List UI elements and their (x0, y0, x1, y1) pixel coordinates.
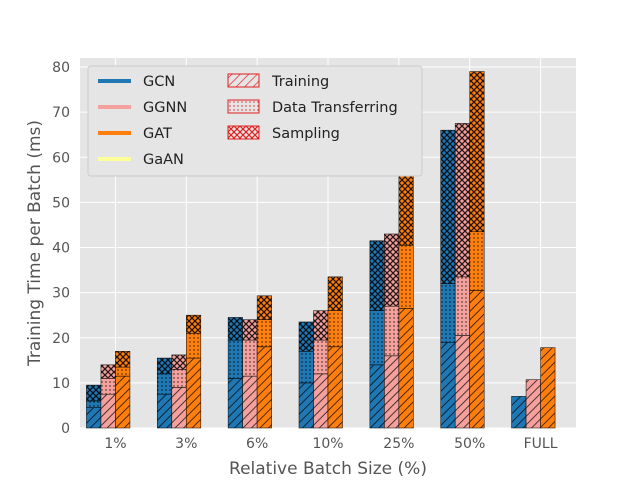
bar-segment-ggnn-sampling (100, 364, 116, 379)
legend: GCN GGNN GAT GaAN Training Data Transfer… (87, 65, 423, 177)
bar-segment-gcn-transferring (156, 373, 173, 395)
y-tick-label: 80 (52, 60, 70, 76)
bar-segment-gcn-training (298, 382, 314, 429)
bar-segment-gat-training (540, 347, 556, 429)
bar-segment-gcn-sampling (298, 321, 314, 352)
bar-segment-ggnn-training (171, 387, 187, 429)
y-tick-label: 20 (52, 331, 70, 347)
bar-segment-ggnn-training (100, 393, 116, 429)
bar-segment-gcn-training (369, 364, 385, 429)
legend-label-data-transferring: Data Transferring (272, 100, 398, 116)
bar-segment-gat-training (469, 290, 485, 429)
bar-segment-gat-sampling (327, 276, 343, 311)
bar-segment-gcn-sampling (440, 129, 456, 284)
legend-label-gcn: GCN (143, 74, 175, 90)
bar-segment-ggnn-transferring (384, 305, 400, 357)
bar-segment-ggnn-transferring (313, 339, 329, 375)
bar-segment-gat-transferring (185, 332, 202, 359)
bar-segment-ggnn-sampling (313, 310, 329, 341)
bar-segment-gcn-training (156, 393, 173, 429)
y-tick-label: 0 (61, 421, 70, 437)
bar-segment-gat-sampling (256, 295, 272, 321)
bar-segment-gat-sampling (185, 314, 202, 334)
bar-segment-ggnn-training (384, 355, 400, 429)
y-axis-label: Training Time per Batch (ms) (25, 120, 45, 367)
bar-segment-gcn-training (511, 396, 527, 429)
bar-segment-gcn-transferring (86, 400, 102, 408)
y-tick-label: 60 (52, 150, 70, 166)
legend-label-sampling: Sampling (272, 126, 340, 142)
x-tick-labels: 1% 3% 6% 10% 25% 50% FULL (104, 436, 557, 452)
bar-segment-gat-training (398, 308, 414, 429)
legend-swatch-training (227, 73, 260, 88)
bar-segment-gcn-sampling (156, 357, 173, 375)
legend-label-gat: GAT (143, 126, 172, 142)
bar-segment-gcn-transferring (440, 283, 456, 343)
bar-segment-gat-training (327, 346, 343, 429)
legend-box (87, 65, 423, 177)
y-tick-labels: 0 10 20 30 40 50 60 70 80 (52, 60, 70, 437)
x-tick-label: 3% (175, 436, 197, 452)
bar-segment-gat-training (256, 346, 272, 429)
y-tick-label: 40 (52, 241, 70, 257)
bar-segment-gcn-sampling (227, 317, 243, 341)
bar-segment-gcn-transferring (227, 339, 243, 379)
bar-segment-gat-transferring (256, 319, 272, 348)
bar-segment-ggnn-sampling (171, 354, 187, 370)
bar-segment-gat-transferring (327, 310, 343, 348)
legend-swatch-sampling (227, 125, 260, 140)
bar-segment-ggnn-training (454, 335, 471, 429)
y-tick-label: 30 (52, 286, 70, 302)
legend-label-ggnn: GGNN (143, 100, 187, 116)
bar-segment-ggnn-sampling (454, 123, 471, 278)
bar-segment-gat-training (185, 357, 202, 429)
y-tick-label: 50 (52, 195, 70, 211)
bar-segment-ggnn-transferring (100, 378, 116, 395)
bar-segment-gat-sampling (115, 350, 131, 368)
bar-segment-gcn-training (227, 378, 243, 429)
bar-segment-gcn-training (86, 407, 102, 429)
x-axis-label: Relative Batch Size (%) (229, 459, 427, 479)
bars (86, 71, 556, 429)
bar-segment-gat-transferring (115, 366, 131, 377)
bar-segment-gat-sampling (469, 71, 485, 233)
bar-segment-gcn-sampling (369, 240, 385, 311)
bar-segment-gat-transferring (469, 231, 485, 291)
x-tick-label: 25% (383, 436, 414, 452)
bar-segment-gcn-training (440, 341, 456, 429)
bar-segment-ggnn-transferring (454, 276, 471, 336)
bar-segment-gcn-sampling (86, 384, 102, 402)
x-tick-label: 6% (246, 436, 268, 452)
bar-segment-gat-transferring (398, 244, 414, 309)
bar-segment-ggnn-training (525, 379, 541, 429)
bar-segment-ggnn-training (313, 373, 329, 429)
x-tick-label: 1% (104, 436, 126, 452)
bar-segment-gat-training (115, 375, 131, 429)
legend-swatch-data-transferring (227, 99, 260, 114)
bar-segment-gcn-transferring (298, 350, 314, 384)
bar-segment-ggnn-sampling (242, 319, 258, 341)
y-tick-label: 70 (52, 105, 70, 121)
bar-segment-ggnn-transferring (171, 369, 187, 388)
bar-segment-gat-sampling (398, 170, 414, 246)
bar-segment-ggnn-sampling (384, 233, 400, 307)
y-tick-label: 10 (52, 376, 70, 392)
bar-segment-ggnn-training (242, 375, 258, 429)
bar-segment-gcn-transferring (369, 310, 385, 366)
bar-segment-ggnn-transferring (242, 339, 258, 377)
x-tick-label: 50% (454, 436, 485, 452)
x-tick-label: FULL (524, 436, 558, 452)
legend-label-gaan: GaAN (143, 152, 184, 168)
legend-label-training: Training (271, 74, 329, 90)
x-tick-label: 10% (312, 436, 343, 452)
